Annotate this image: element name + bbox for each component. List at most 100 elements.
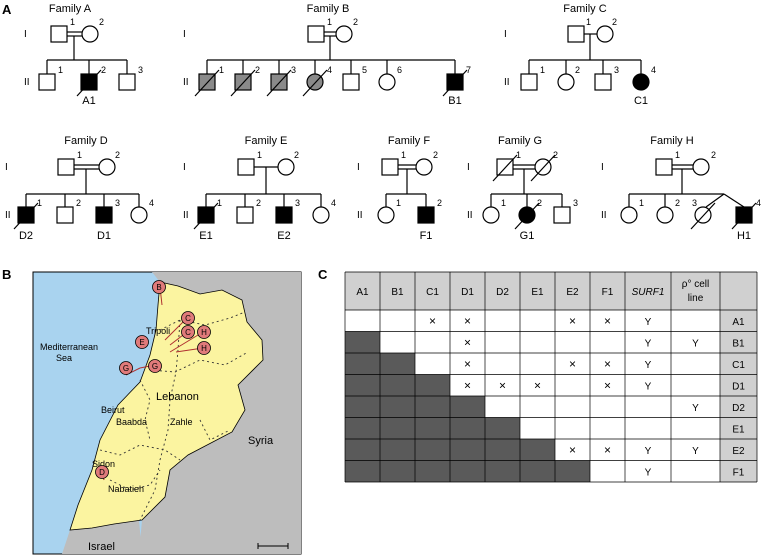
pedigree-family-g — [482, 154, 571, 230]
gen-label-II: II — [504, 77, 510, 88]
pedigree-male — [655, 158, 673, 176]
pedigree-male — [50, 25, 68, 43]
deceased-slash — [442, 69, 468, 97]
pedigree-male — [38, 73, 56, 91]
lebanon-map: Mediterranean Sea Lebanon Syria Israel T… — [32, 271, 302, 555]
city-label: Tripoli — [146, 326, 170, 336]
shaded-cell — [450, 460, 485, 482]
shaded-cell — [555, 460, 590, 482]
proband-label: F1 — [420, 230, 433, 242]
pedigree-family-b — [194, 25, 468, 97]
rho-value: Y — [692, 338, 699, 349]
svg-text:4: 4 — [651, 65, 656, 75]
pedigree-male — [567, 25, 585, 43]
shared-mark: × — [604, 443, 611, 457]
panel-label-b: B — [2, 267, 11, 282]
shaded-cell — [345, 439, 380, 461]
proband-label: B1 — [448, 95, 461, 107]
map-scale-bar — [257, 543, 289, 549]
city-label: Nabatieh — [108, 484, 144, 494]
row-label: A1 — [732, 317, 745, 328]
panel-label-c: C — [318, 267, 328, 282]
shared-mark: × — [569, 314, 576, 328]
shaded-cell — [520, 460, 555, 482]
sea-label: Sea — [56, 353, 72, 363]
shaded-cell — [380, 439, 415, 461]
proband-label: A1 — [82, 95, 95, 107]
location-marker-h — [197, 325, 211, 339]
pedigree-male — [594, 73, 612, 91]
svg-text:H: H — [201, 328, 207, 337]
svg-text:3: 3 — [138, 65, 143, 75]
shaded-cell — [450, 417, 485, 439]
svg-text:B: B — [156, 283, 161, 292]
pedigree-family-h — [620, 158, 757, 230]
column-header-rho: ρ° cell — [682, 279, 709, 290]
shaded-cell — [380, 374, 415, 396]
location-marker-h — [197, 341, 211, 355]
svg-text:2: 2 — [255, 65, 260, 75]
family-a-title: Family A — [49, 3, 92, 15]
table-header-bg — [345, 272, 757, 310]
svg-text:5: 5 — [362, 65, 367, 75]
column-header-rho: line — [688, 293, 704, 304]
svg-text:4: 4 — [327, 65, 332, 75]
row-label: F1 — [733, 467, 745, 478]
column-header: E2 — [566, 287, 579, 298]
shaded-cell — [520, 439, 555, 461]
row-label: E1 — [732, 424, 745, 435]
gen-label-I: I — [183, 162, 186, 173]
pedigree-family-c — [520, 25, 650, 91]
svg-text:1: 1 — [58, 65, 63, 75]
svg-text:C: C — [185, 314, 191, 323]
column-header: D1 — [461, 287, 474, 298]
svg-text:4: 4 — [756, 198, 761, 208]
gen-label-II: II — [5, 210, 11, 221]
shaded-cell — [485, 439, 520, 461]
svg-text:7: 7 — [466, 65, 471, 75]
proband-label: E1 — [199, 230, 212, 242]
shaded-cell — [345, 331, 380, 353]
gen-label-II: II — [183, 77, 189, 88]
family-d-title: Family D — [64, 135, 107, 147]
deceased-slash — [690, 202, 716, 230]
gen-label-II: II — [24, 77, 30, 88]
sea-label: Mediterranean — [40, 342, 98, 352]
shared-mark: × — [464, 357, 471, 371]
country-label: Lebanon — [156, 391, 199, 403]
svg-text:1: 1 — [501, 198, 506, 208]
pedigree-female — [692, 158, 710, 176]
pedigree-male — [236, 206, 254, 224]
shaded-cell — [380, 460, 415, 482]
svg-text:H: H — [201, 344, 207, 353]
row-label: D2 — [732, 403, 745, 414]
pedigree-male — [381, 158, 399, 176]
pedigree-family-a — [38, 25, 136, 97]
shaded-cell — [380, 417, 415, 439]
svg-text:1: 1 — [675, 150, 680, 160]
shared-mark: × — [499, 378, 506, 392]
svg-text:1: 1 — [327, 17, 332, 27]
row-label-column-bg — [720, 272, 757, 482]
shaded-cell — [345, 374, 380, 396]
column-header: F1 — [602, 287, 614, 298]
svg-text:2: 2 — [433, 150, 438, 160]
pedigree-female — [377, 206, 395, 224]
svg-text:2: 2 — [675, 198, 680, 208]
pedigree-female — [596, 25, 614, 43]
shared-mark: × — [604, 314, 611, 328]
svg-text:2: 2 — [99, 17, 104, 27]
family-b-title: Family B — [307, 3, 350, 15]
svg-text:3: 3 — [295, 198, 300, 208]
deceased-slash — [514, 202, 540, 230]
pedigree-affected-male — [275, 206, 293, 224]
deceased-slash — [13, 202, 39, 230]
deceased-slash — [302, 69, 328, 97]
svg-text:1: 1 — [219, 65, 224, 75]
svg-text:2: 2 — [76, 198, 81, 208]
svg-text:1: 1 — [586, 17, 591, 27]
svg-text:6: 6 — [397, 65, 402, 75]
pedigree-female — [557, 73, 575, 91]
shaded-cell — [450, 439, 485, 461]
lebanon-land — [69, 281, 264, 531]
